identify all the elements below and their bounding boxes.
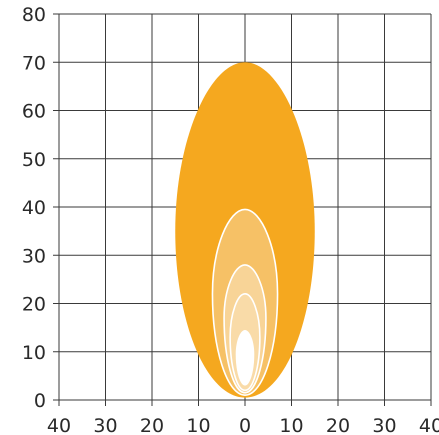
y-tick-label: 30 xyxy=(22,245,46,267)
y-tick-label: 70 xyxy=(22,52,46,74)
y-tick-label: 60 xyxy=(22,101,46,123)
beam-contours xyxy=(175,62,315,398)
y-axis-ticks: 0 10 20 30 40 50 60 70 80 xyxy=(22,4,46,412)
x-tick-label: 40 xyxy=(419,415,439,435)
y-tick-label: 0 xyxy=(34,390,46,412)
y-tick-label: 80 xyxy=(22,4,46,26)
x-tick-label: 30 xyxy=(93,415,117,435)
x-tick-label: 10 xyxy=(279,415,303,435)
x-axis-ticks: 40 30 20 10 0 10 20 30 40 xyxy=(47,415,439,435)
x-tick-label: 40 xyxy=(47,415,71,435)
y-tick-label: 50 xyxy=(22,149,46,171)
beam-contour-5 xyxy=(235,330,255,386)
x-tick-label: 30 xyxy=(372,415,396,435)
y-tick-label: 40 xyxy=(22,197,46,219)
x-tick-label: 0 xyxy=(239,415,251,435)
y-tick-label: 20 xyxy=(22,294,46,316)
x-tick-label: 20 xyxy=(140,415,164,435)
x-tick-label: 10 xyxy=(186,415,210,435)
x-tick-label: 20 xyxy=(326,415,350,435)
y-tick-label: 10 xyxy=(22,342,46,364)
